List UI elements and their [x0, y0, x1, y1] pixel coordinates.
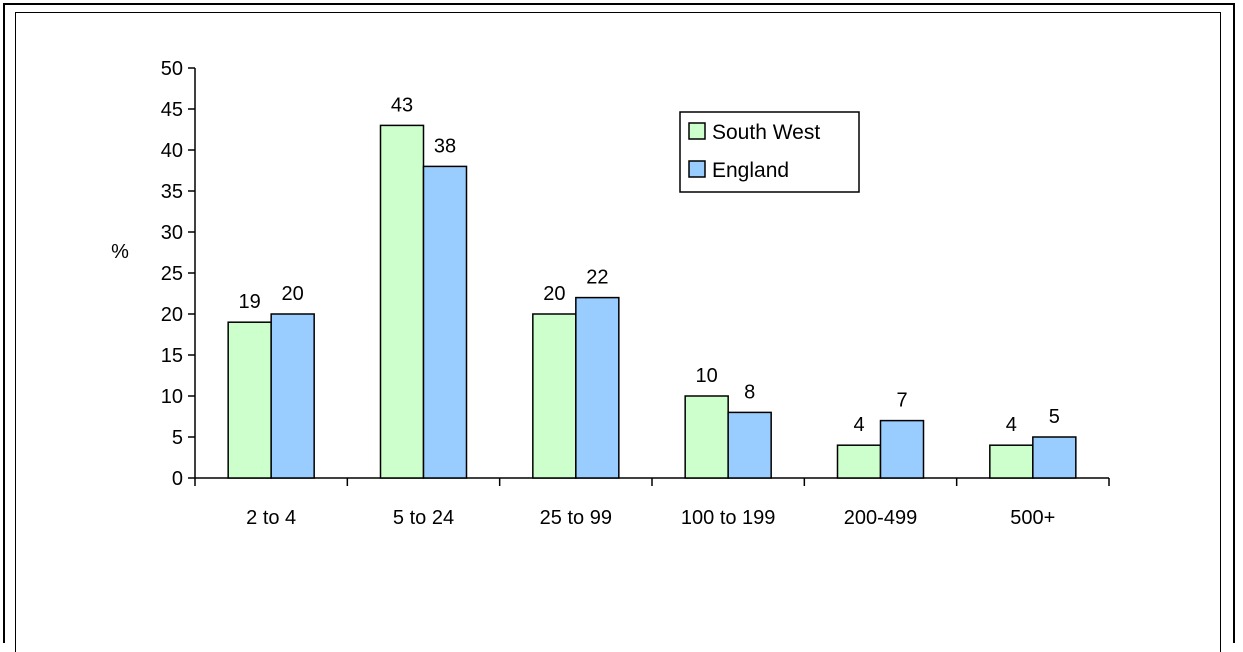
y-tick-label: 35 — [161, 181, 183, 203]
x-tick-label: 5 to 24 — [393, 507, 454, 529]
data-label: 4 — [1006, 414, 1017, 436]
x-tick-label: 2 to 4 — [246, 507, 296, 529]
bar — [1032, 436, 1077, 479]
bar — [379, 124, 425, 479]
bar — [727, 411, 772, 479]
y-tick-label: 25 — [161, 263, 183, 285]
bar — [422, 165, 468, 479]
bar — [684, 395, 729, 479]
data-label: 5 — [1049, 406, 1060, 428]
bar — [227, 321, 272, 479]
legend-box — [679, 111, 860, 193]
x-tick-label: 100 to 199 — [681, 507, 776, 529]
y-tick-label: 45 — [161, 99, 183, 121]
legend: South West England — [679, 111, 860, 193]
data-labels: 19 43 20 10 4 4 20 38 22 8 7 5 — [239, 94, 1060, 436]
bar — [575, 296, 620, 479]
y-tick-label: 30 — [161, 222, 183, 244]
bar — [989, 444, 1034, 479]
data-label: 22 — [586, 267, 608, 289]
x-tick-label: 25 to 99 — [540, 507, 612, 529]
y-tick-label: 40 — [161, 140, 183, 162]
data-label: 38 — [434, 135, 456, 157]
legend-swatch — [688, 160, 706, 178]
inner-frame — [15, 12, 1221, 652]
legend-swatch — [688, 122, 706, 140]
bars — [227, 124, 1077, 479]
data-label: 19 — [239, 291, 261, 313]
outer-frame — [3, 3, 1235, 643]
bar — [879, 419, 925, 479]
y-tick-label: 0 — [172, 468, 183, 490]
x-tick-label: 500+ — [1010, 507, 1055, 529]
data-label: 7 — [896, 390, 907, 412]
y-tick-label: 5 — [172, 427, 183, 449]
data-label: 43 — [391, 94, 413, 116]
y-axis: 0 5 10 15 20 25 30 35 40 45 50 — [161, 58, 196, 490]
y-tick-label: 20 — [161, 304, 183, 326]
data-label: 4 — [853, 414, 864, 436]
y-tick-label: 50 — [161, 58, 183, 80]
y-tick-label: 15 — [161, 345, 183, 367]
legend-label: South West — [712, 121, 820, 144]
data-label: 10 — [696, 365, 718, 387]
y-axis-label: % — [111, 241, 129, 263]
data-label: 20 — [543, 283, 565, 305]
bar — [532, 313, 577, 479]
data-label: 20 — [282, 283, 304, 305]
x-tick-label: 200-499 — [844, 507, 917, 529]
data-label: 8 — [744, 381, 755, 403]
bar — [270, 313, 315, 479]
bar — [836, 444, 882, 479]
x-axis: 2 to 4 5 to 24 25 to 99 100 to 199 200-499 50… — [194, 477, 1110, 529]
legend-label: England — [712, 159, 789, 182]
y-tick-label: 10 — [161, 386, 183, 408]
